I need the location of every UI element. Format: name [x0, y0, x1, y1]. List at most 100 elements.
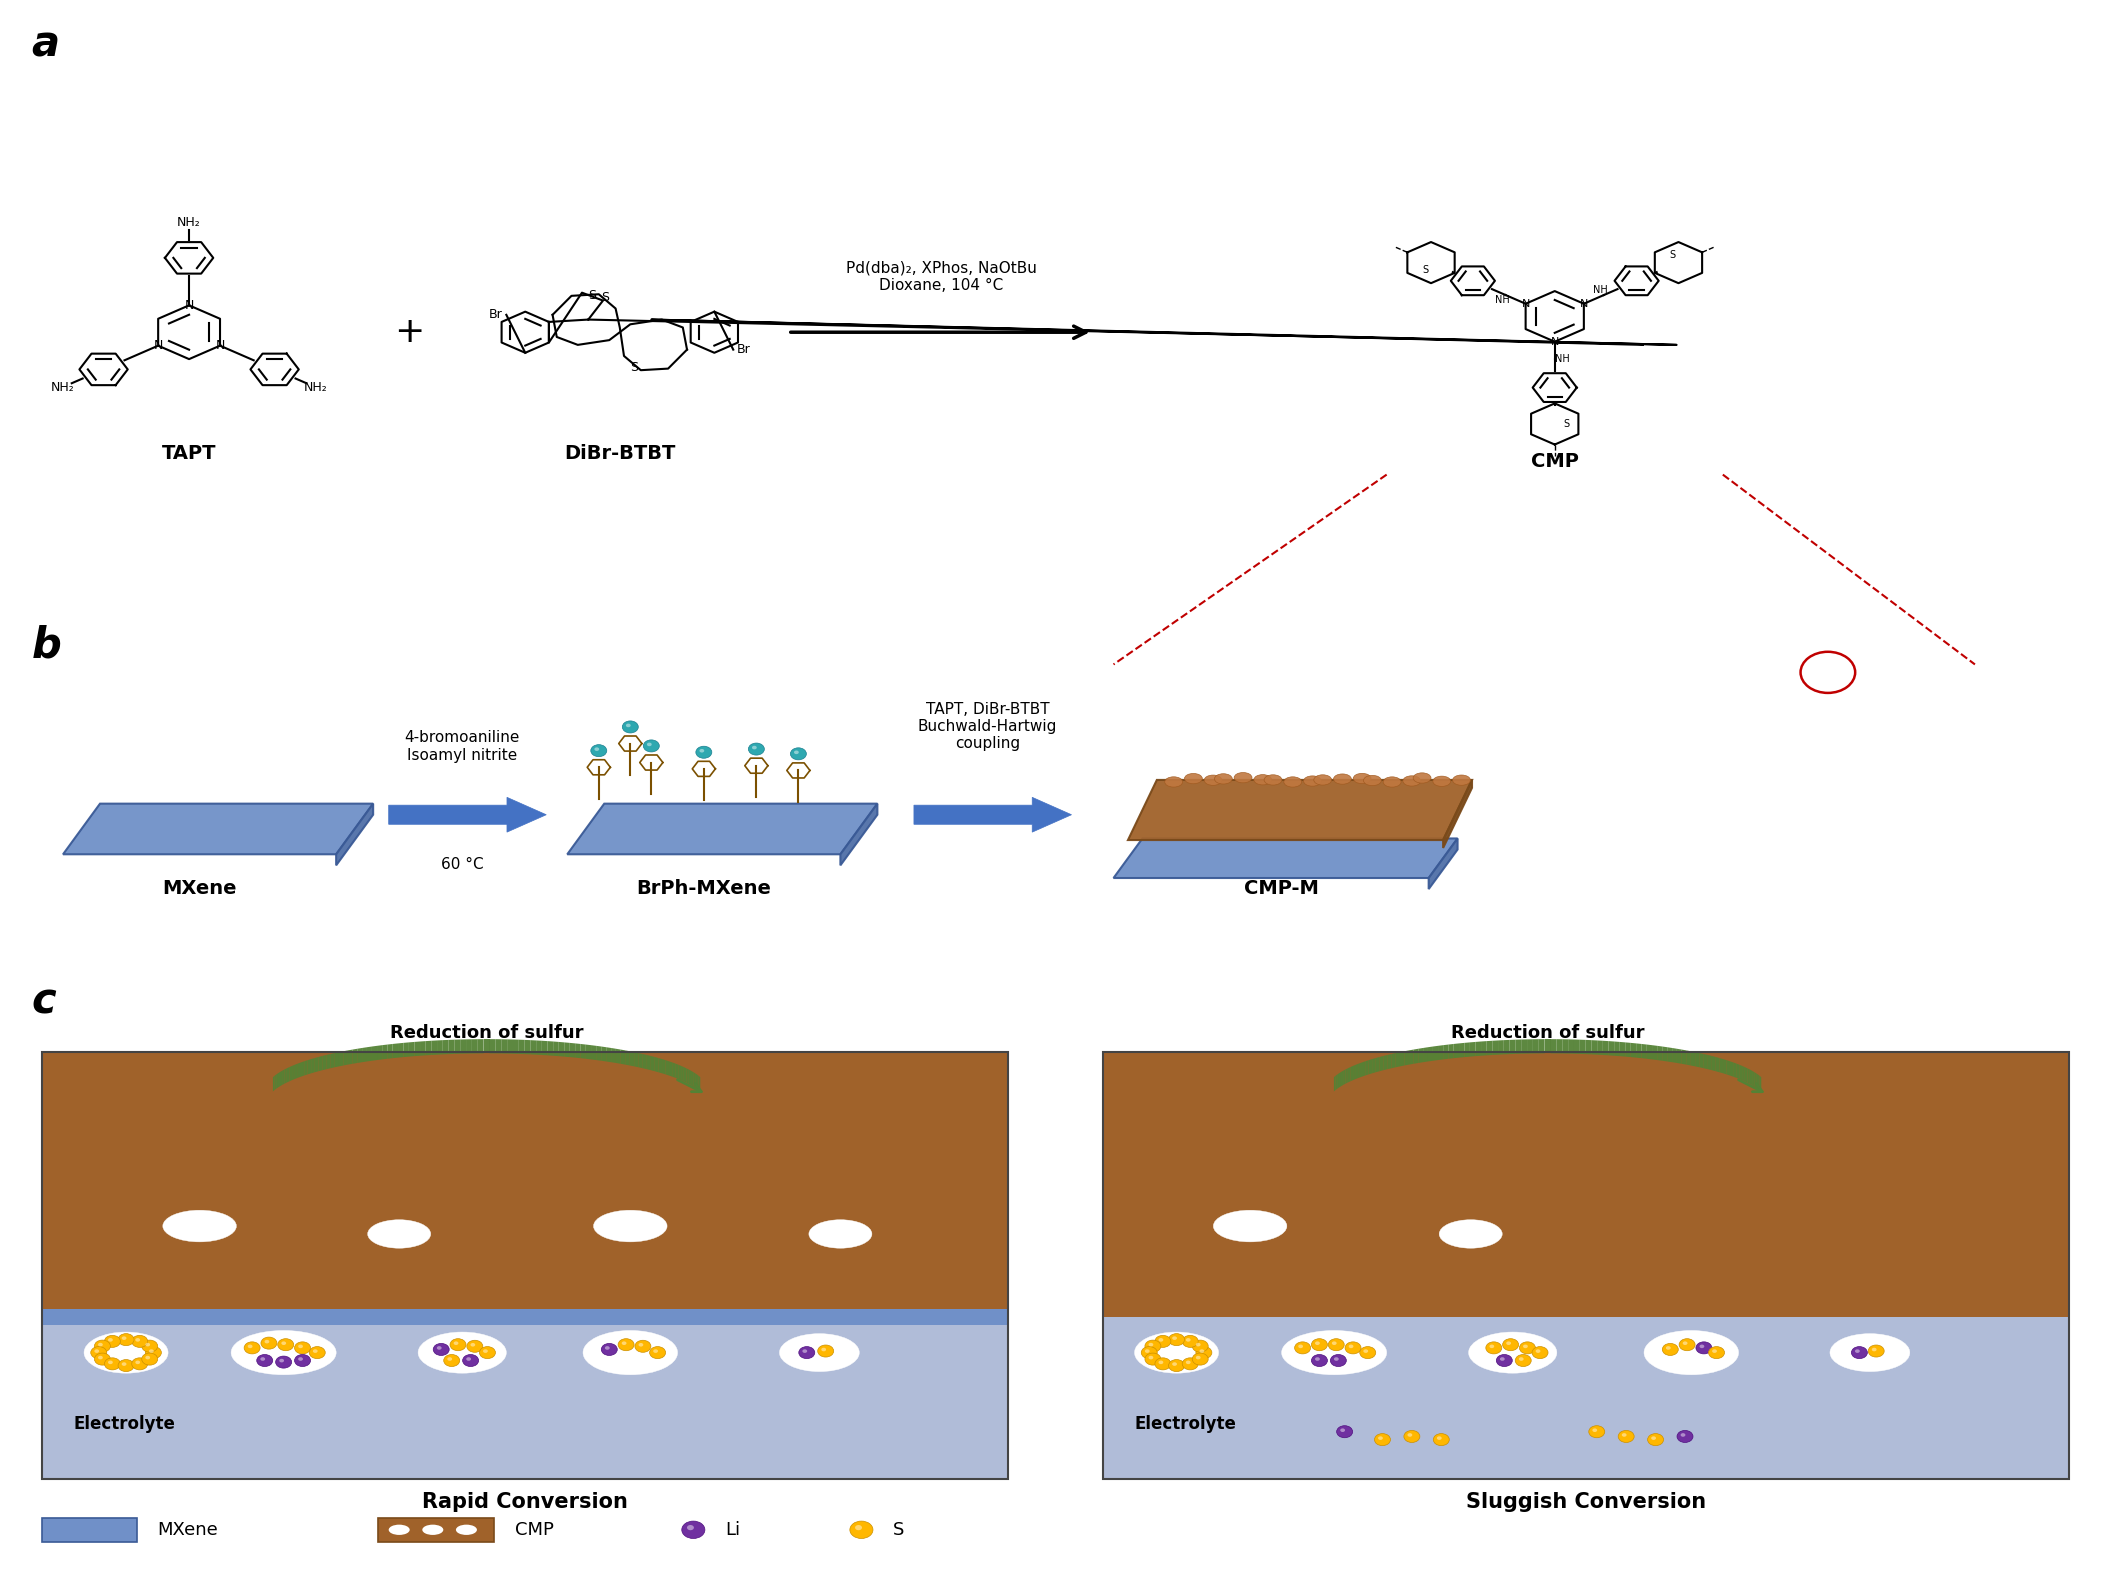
Polygon shape: [1521, 1039, 1527, 1054]
Circle shape: [294, 1354, 311, 1367]
Polygon shape: [1527, 1039, 1534, 1054]
Ellipse shape: [164, 1210, 237, 1242]
Polygon shape: [1458, 1043, 1464, 1058]
Circle shape: [1311, 1354, 1328, 1367]
Polygon shape: [914, 797, 1072, 832]
Polygon shape: [1361, 1062, 1366, 1077]
Circle shape: [1515, 1354, 1532, 1367]
Polygon shape: [683, 1068, 687, 1082]
Text: +: +: [395, 315, 424, 350]
Circle shape: [622, 721, 639, 732]
Polygon shape: [1723, 1058, 1727, 1074]
Circle shape: [1683, 1342, 1687, 1345]
Circle shape: [298, 1357, 303, 1361]
Polygon shape: [1368, 1058, 1372, 1074]
Polygon shape: [1418, 1047, 1422, 1063]
Text: TAPT: TAPT: [162, 445, 216, 464]
Ellipse shape: [422, 1525, 443, 1535]
Polygon shape: [662, 1058, 666, 1074]
Polygon shape: [326, 1054, 330, 1069]
Circle shape: [277, 1338, 294, 1351]
Circle shape: [794, 750, 798, 755]
Ellipse shape: [1414, 774, 1431, 783]
Polygon shape: [307, 1058, 311, 1074]
Circle shape: [437, 1346, 441, 1349]
Ellipse shape: [1364, 775, 1380, 786]
Circle shape: [1191, 1340, 1208, 1353]
Bar: [378, 1519, 494, 1541]
Polygon shape: [1376, 1057, 1380, 1073]
Circle shape: [1622, 1433, 1626, 1436]
Circle shape: [1168, 1359, 1185, 1372]
Text: N: N: [185, 299, 193, 312]
Circle shape: [256, 1354, 273, 1367]
Circle shape: [313, 1349, 317, 1353]
Circle shape: [448, 1357, 452, 1361]
Polygon shape: [658, 1058, 662, 1073]
Polygon shape: [288, 1068, 290, 1082]
Circle shape: [1708, 1346, 1725, 1359]
Text: N: N: [1580, 299, 1588, 308]
Polygon shape: [1492, 1041, 1498, 1055]
Circle shape: [1328, 1338, 1345, 1351]
Circle shape: [653, 1349, 658, 1353]
Polygon shape: [1630, 1043, 1637, 1058]
Ellipse shape: [595, 1210, 668, 1242]
Polygon shape: [389, 797, 546, 832]
Text: NH: NH: [1593, 285, 1607, 296]
Ellipse shape: [1135, 1332, 1219, 1373]
Text: 4-bromoaniline
Isoamyl nitrite: 4-bromoaniline Isoamyl nitrite: [405, 731, 519, 763]
Polygon shape: [1744, 1068, 1748, 1082]
Polygon shape: [1128, 780, 1473, 840]
Polygon shape: [687, 1068, 689, 1084]
Bar: [42, 1316, 1008, 1479]
Polygon shape: [466, 1039, 473, 1054]
Polygon shape: [620, 1049, 626, 1065]
Polygon shape: [1580, 1039, 1586, 1054]
Circle shape: [261, 1337, 277, 1349]
Circle shape: [1851, 1346, 1868, 1359]
Circle shape: [1332, 1342, 1336, 1345]
Circle shape: [466, 1340, 483, 1353]
Polygon shape: [1712, 1055, 1717, 1071]
Polygon shape: [597, 1046, 601, 1062]
Polygon shape: [1708, 1055, 1712, 1069]
Polygon shape: [372, 1046, 376, 1062]
Polygon shape: [1567, 1039, 1574, 1054]
Text: Electrolyte: Electrolyte: [74, 1414, 174, 1433]
Circle shape: [1172, 1337, 1177, 1340]
Circle shape: [90, 1346, 107, 1359]
Polygon shape: [502, 1039, 506, 1054]
Ellipse shape: [1284, 777, 1303, 788]
Circle shape: [1195, 1346, 1212, 1359]
Polygon shape: [536, 1041, 542, 1055]
Polygon shape: [1614, 1041, 1620, 1057]
Circle shape: [122, 1362, 126, 1365]
Polygon shape: [1637, 1044, 1641, 1058]
Circle shape: [118, 1334, 134, 1346]
Polygon shape: [1668, 1047, 1672, 1062]
Circle shape: [1647, 1433, 1664, 1446]
Bar: [42, 1519, 137, 1541]
Ellipse shape: [1403, 775, 1420, 786]
Circle shape: [141, 1340, 158, 1353]
Text: MXene: MXene: [158, 1520, 219, 1539]
Polygon shape: [294, 1063, 298, 1079]
Ellipse shape: [1334, 774, 1351, 785]
Text: Br: Br: [490, 308, 502, 321]
Text: Li: Li: [725, 1520, 740, 1539]
Text: Electrolyte: Electrolyte: [1135, 1414, 1235, 1433]
Text: S: S: [1670, 250, 1677, 259]
Polygon shape: [616, 1049, 620, 1063]
Polygon shape: [496, 1039, 502, 1054]
Ellipse shape: [1439, 1220, 1502, 1248]
Text: Sluggish Conversion: Sluggish Conversion: [1466, 1492, 1706, 1512]
Polygon shape: [300, 1062, 305, 1077]
Polygon shape: [431, 1041, 437, 1055]
Polygon shape: [290, 1066, 292, 1082]
Circle shape: [145, 1346, 162, 1359]
Ellipse shape: [1643, 1330, 1740, 1375]
Polygon shape: [1620, 1043, 1626, 1057]
Circle shape: [1490, 1345, 1494, 1348]
Polygon shape: [1544, 1039, 1551, 1054]
